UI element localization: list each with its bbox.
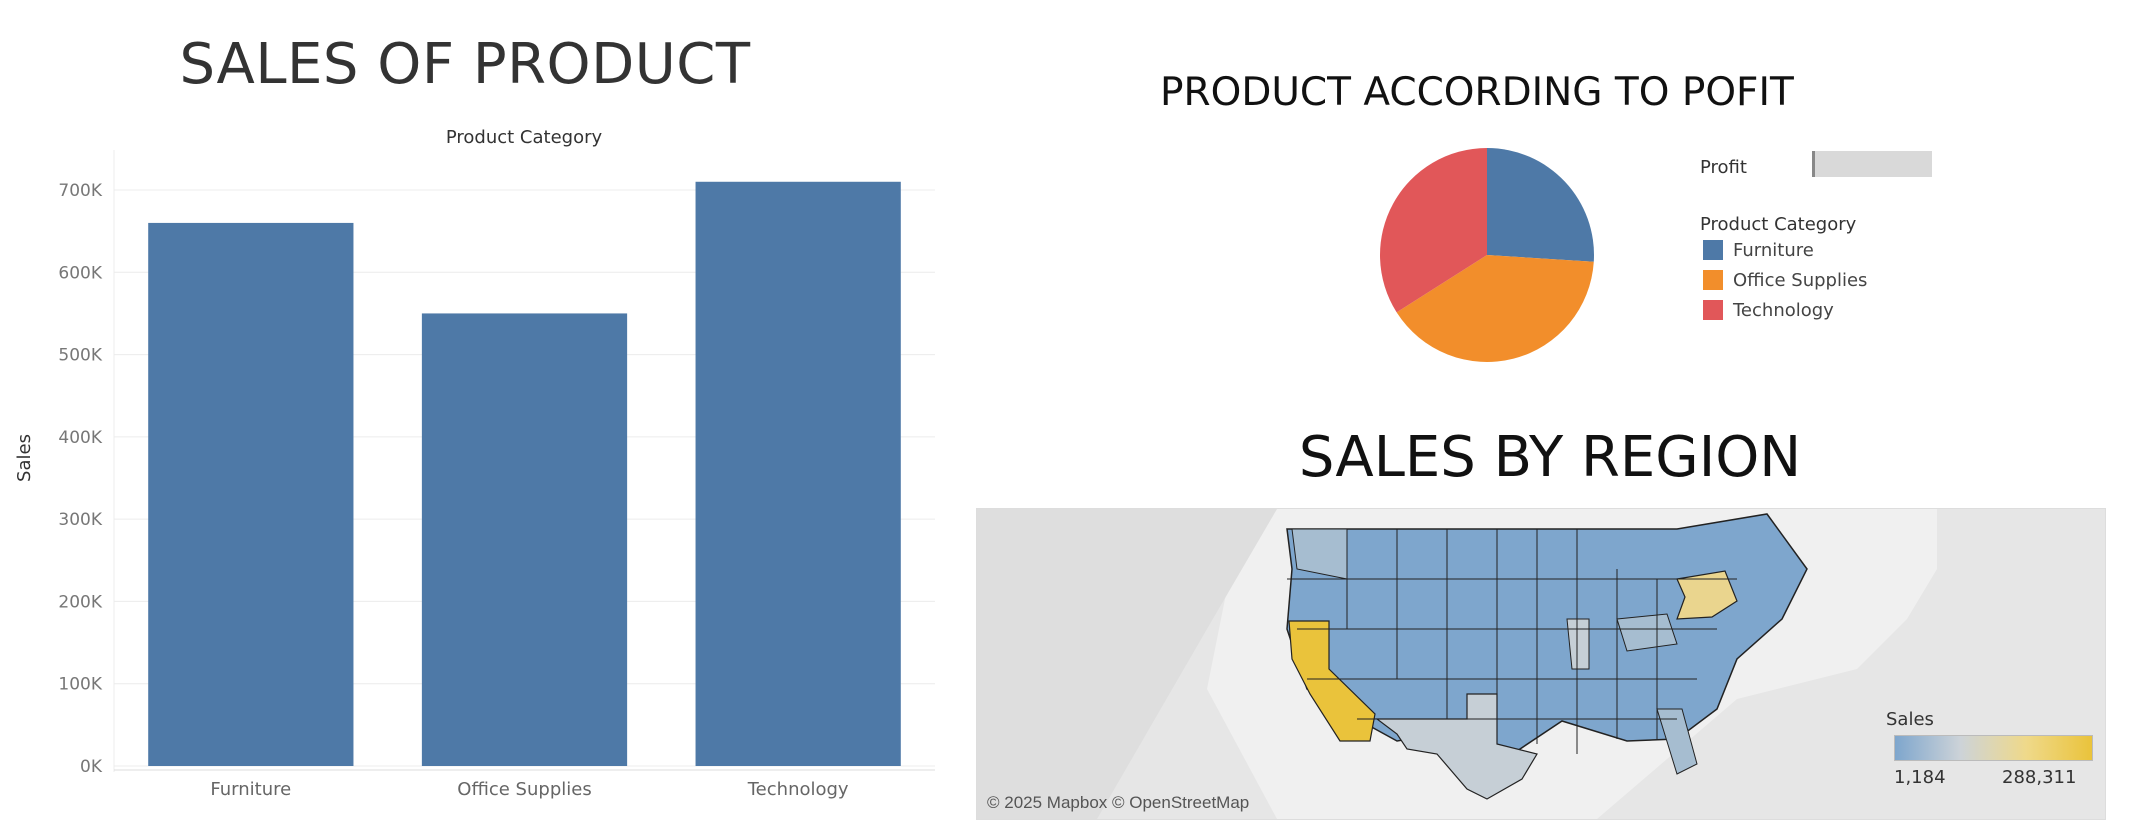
bar-y-tick-label: 700K [58,181,102,201]
state-florida[interactable] [1656,708,1698,775]
bar-y-tick-label: 400K [58,428,102,448]
bar-office-supplies[interactable] [421,313,628,766]
bar-chart-y-axis-label: Sales [14,434,35,482]
bar-technology[interactable] [695,181,901,766]
pie-chart-title: PRODUCT ACCORDING TO POFIT [1160,70,1794,115]
bar-chart-title: SALES OF PRODUCT [179,32,751,97]
bar-chart: Product Category Sales 0K 100K 200K 300K 400… [14,127,935,800]
map-canvas [977,509,1937,819]
map-title: SALES BY REGION [1298,425,1802,490]
bar-x-tick-label: Furniture [210,779,291,800]
legend-item-label[interactable]: Furniture [1733,240,1814,261]
ocean-shape [977,509,1277,819]
state-new-york[interactable] [1676,570,1738,620]
legend-swatch [1703,300,1723,320]
legend-item-label[interactable]: Office Supplies [1733,270,1867,291]
pie-slice-furniture[interactable] [1487,148,1594,262]
state-borders [1287,529,1737,754]
bar-y-tick-label: 500K [58,346,102,366]
state-california[interactable] [1288,620,1376,742]
sales-color-scale [1894,735,2093,761]
map-credit: © 2025 Mapbox © OpenStreetMap [987,793,1250,812]
profit-legend-title: Profit [1700,157,1747,178]
pie-slice-technology[interactable] [1380,148,1487,313]
state-illinois[interactable] [1566,618,1590,670]
bar-y-tick-label: 300K [58,510,102,530]
legend-swatch [1703,240,1723,260]
legend-swatch [1703,270,1723,290]
state-pennsylvania[interactable] [1616,613,1678,652]
sales-legend-max: 288,311 [2002,767,2077,788]
pie-chart: Profit Product Category Furniture Office … [1380,148,1932,362]
bar-y-tick-label: 100K [58,675,102,695]
bar-x-tick-label: Technology [747,779,849,800]
bar-chart-header: Product Category [446,127,603,148]
bar-y-tick-label: 200K [58,592,102,612]
profit-size-marker [1812,151,1815,177]
legend-item-label[interactable]: Technology [1732,300,1834,321]
product-category-legend-title: Product Category [1700,214,1857,235]
bar-y-tick-label: 600K [58,263,102,283]
sales-legend-title: Sales [1886,709,1934,730]
sales-legend-min: 1,184 [1894,767,1946,788]
bar-x-tick-label: Office Supplies [457,779,591,800]
profit-size-legend [1812,151,1932,177]
pie-slice-office-supplies[interactable] [1396,255,1594,362]
bar-y-tick-label: 0K [80,757,103,777]
state-texas[interactable] [1375,693,1538,800]
sales-map[interactable]: Sales 1,184 288,311 © 2025 Mapbox © Open… [976,508,2106,820]
bar-furniture[interactable] [148,222,354,766]
